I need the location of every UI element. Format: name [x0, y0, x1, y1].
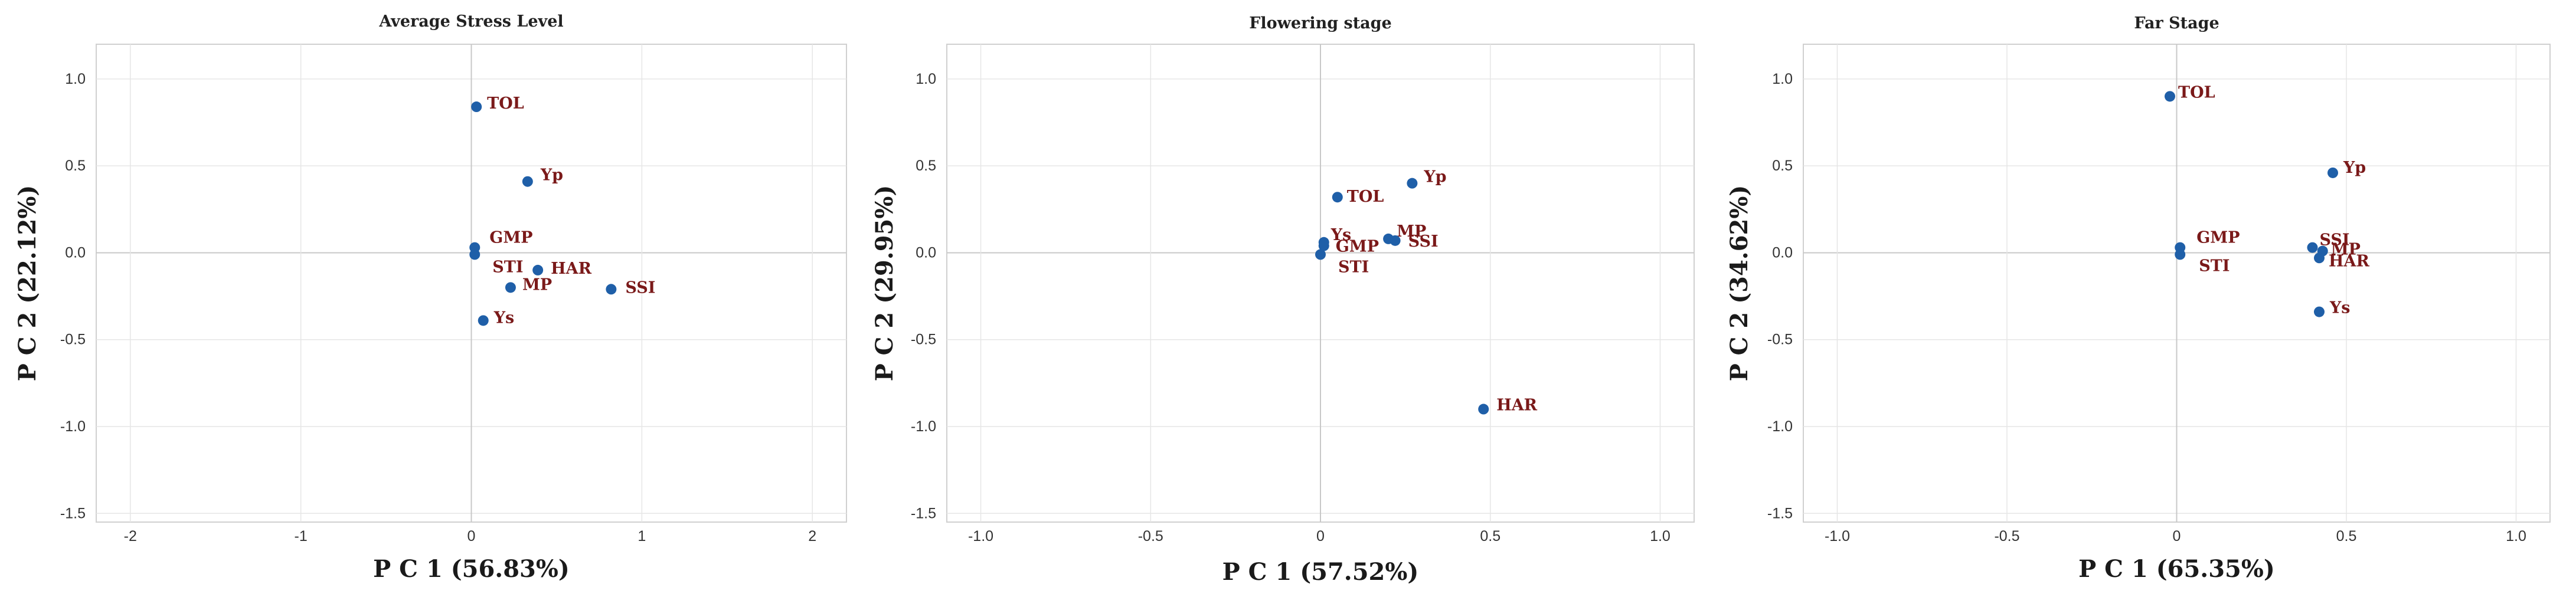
x-tick-label: -0.5: [1994, 528, 2019, 544]
point-label-tol: TOL: [2178, 83, 2215, 101]
y-tick-label: 0.5: [65, 158, 86, 174]
point-label-tol: TOL: [1347, 188, 1384, 206]
y-axis-label: P C 2 (29.95%): [871, 185, 898, 382]
point-label-ys: Ys: [493, 309, 514, 327]
point-label-mp: MP: [2331, 241, 2361, 259]
data-point-har: [1478, 404, 1489, 415]
chart-title: Flowering stage: [1249, 14, 1391, 32]
data-point-yp: [2327, 167, 2338, 178]
x-axis-label: P C 1 (56.83%): [373, 555, 570, 583]
x-tick-label: -1: [295, 528, 308, 544]
data-point-har: [2314, 252, 2325, 264]
point-label-har: HAR: [1496, 396, 1537, 415]
x-tick-label: 0: [468, 528, 476, 544]
x-tick-label: 0.5: [2336, 528, 2357, 544]
y-axis-label: P C 2 (22.12%): [14, 185, 41, 382]
data-point-gmp: [1318, 240, 1329, 251]
y-tick-label: 1.0: [916, 71, 936, 87]
y-tick-label: 0.0: [1772, 244, 1793, 261]
point-label-sti: STI: [492, 258, 523, 276]
x-tick-label: 2: [808, 528, 816, 544]
x-tick-label: -1.0: [1825, 528, 1850, 544]
point-label-ys: Ys: [1331, 226, 1351, 244]
point-label-sti: STI: [2199, 257, 2230, 275]
chart-panel-1: 1.0 0.5 0.0 -0.5 -1.0 -1.5 -2 -1 0 1 2 Average Stre…: [14, 12, 847, 583]
data-point-ssi: [1390, 235, 1401, 246]
chart-panel-3: 1.0 0.5 0.0 -0.5 -1.0 -1.5 -1.0 -0.5 0 0.5 1.0 Far …: [1725, 14, 2551, 583]
x-tick-label: 1: [638, 528, 646, 544]
data-point-har: [532, 264, 544, 275]
x-tick-label: -2: [124, 528, 137, 544]
point-label-gmp: GMP: [489, 229, 532, 247]
x-tick-label: 1.0: [1650, 528, 1671, 544]
y-tick-label: -1.5: [60, 505, 86, 521]
point-label-ssi: SSI: [625, 278, 655, 297]
point-label-ys: Ys: [2329, 299, 2350, 317]
data-point-ssi: [606, 284, 617, 295]
data-point-tol: [471, 101, 482, 113]
x-tick-label: 0: [2173, 528, 2181, 544]
point-label-yp: Yp: [1423, 168, 1446, 186]
chart-title: Average Stress Level: [378, 12, 563, 31]
y-tick-label: 1.0: [1772, 71, 1793, 87]
data-point-sti: [2175, 249, 2186, 260]
x-tick-label: 0: [1316, 528, 1325, 544]
y-tick-label: 0.5: [1772, 158, 1793, 174]
data-point-yp: [522, 176, 533, 187]
point-label-yp: Yp: [540, 166, 563, 185]
chart-title: Far Stage: [2134, 14, 2219, 32]
point-label-gmp: GMP: [1336, 238, 1379, 256]
y-tick-label: -1.0: [1767, 418, 1793, 435]
y-tick-label: -0.5: [60, 332, 86, 348]
y-tick-label: -1.0: [60, 418, 86, 435]
y-tick-label: 0.0: [916, 244, 936, 261]
data-point-ys: [2314, 306, 2325, 317]
point-label-mp: MP: [1397, 222, 1426, 241]
data-point-ssi: [2307, 242, 2318, 253]
point-label-yp: Yp: [2343, 159, 2366, 177]
point-label-har: HAR: [2329, 252, 2369, 270]
x-axis-label: P C 1 (65.35%): [2078, 555, 2275, 583]
point-label-har: HAR: [551, 260, 591, 278]
y-axis-label: P C 2 (34.62%): [1725, 185, 1753, 382]
point-label-sti: STI: [1338, 258, 1369, 276]
data-point-tol: [2165, 91, 2175, 102]
y-tick-label: -0.5: [911, 332, 936, 348]
x-tick-label: 0.5: [1480, 528, 1501, 544]
chart-panel-2: 1.0 0.5 0.0 -0.5 -1.0 -1.5 -1.0 -0.5 0 0.5 1.0 Flow…: [871, 14, 1695, 586]
x-tick-label: 1.0: [2506, 528, 2526, 544]
x-tick-label: -0.5: [1138, 528, 1163, 544]
data-point-sti: [469, 249, 480, 260]
data-point-ys: [478, 315, 489, 326]
point-label-ssi: SSI: [1408, 232, 1439, 251]
y-tick-label: -1.5: [1767, 505, 1793, 521]
y-tick-label: -1.5: [911, 505, 936, 521]
point-label-tol: TOL: [487, 94, 524, 113]
y-tick-label: 1.0: [65, 71, 86, 87]
data-point-yp: [1407, 178, 1418, 189]
y-tick-label: 0.0: [65, 244, 86, 261]
data-point-mp: [505, 282, 516, 293]
data-point-tol: [1332, 192, 1343, 203]
point-label-gmp: GMP: [2196, 229, 2240, 247]
y-tick-label: 0.5: [916, 158, 936, 174]
y-tick-label: -0.5: [1767, 332, 1793, 348]
x-tick-label: -1.0: [968, 528, 993, 544]
x-axis-label: P C 1 (57.52%): [1222, 558, 1419, 586]
y-tick-label: -1.0: [911, 418, 936, 435]
point-label-mp: MP: [522, 275, 552, 294]
data-point-sti: [1315, 249, 1326, 260]
